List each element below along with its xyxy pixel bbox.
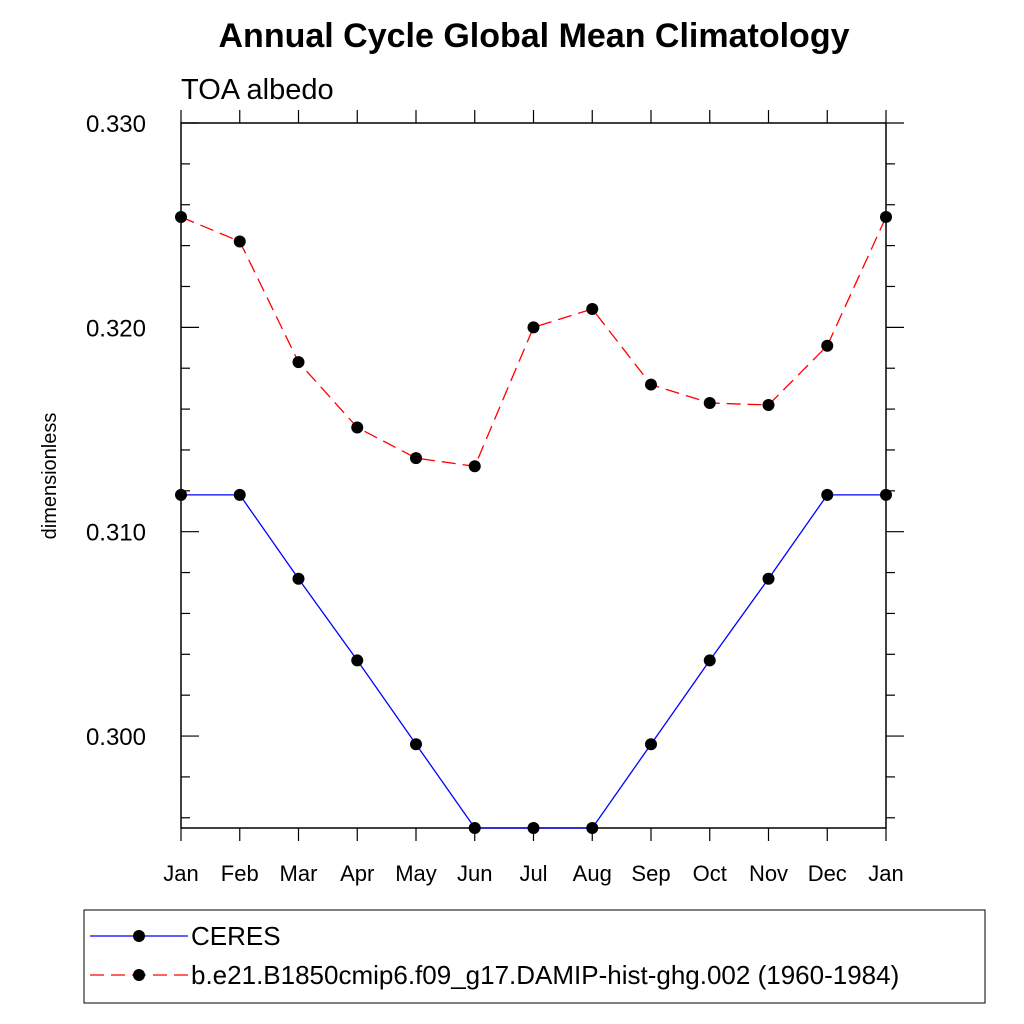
y-tick-label: 0.300 <box>86 724 146 751</box>
x-tick-label: May <box>395 861 437 886</box>
legend: CERES b.e21.B1850cmip6.f09_g17.DAMIP-hist… <box>83 909 986 1004</box>
x-tick-label: Oct <box>693 861 727 886</box>
series-2-point <box>351 421 364 434</box>
x-tick-label: Dec <box>808 861 847 886</box>
x-tick-label: Apr <box>340 861 374 886</box>
series-1-point <box>233 488 246 501</box>
series-2-point <box>233 235 246 248</box>
series-1-point <box>527 822 540 834</box>
series-2-point <box>527 321 540 334</box>
series-line-1 <box>181 494 886 829</box>
series-1-point <box>468 822 481 834</box>
x-tick-label: Jul <box>519 861 547 886</box>
plot-frame <box>180 122 887 829</box>
chart-title: Annual Cycle Global Mean Climatology <box>219 17 850 55</box>
series-1-point <box>703 654 716 667</box>
series-2-point <box>586 302 599 315</box>
series-2-point <box>880 211 892 223</box>
x-axis-ticks: Jan Feb Mar Apr May Jun Jul Aug Sep Oct Nov Dec Jan <box>163 110 904 886</box>
series-1-point <box>292 572 305 585</box>
chart-subtitle: TOA albedo <box>181 74 334 106</box>
series-2-point <box>292 356 305 369</box>
x-tick-label: Jun <box>457 861 492 886</box>
legend-marker-2 <box>133 969 145 981</box>
series-2-point <box>645 378 657 391</box>
y-tick-label: 0.310 <box>86 520 146 547</box>
x-tick-label: Feb <box>221 861 259 886</box>
series-1-point <box>880 488 892 501</box>
legend-entries: CERES b.e21.B1850cmip6.f09_g17.DAMIP-hist… <box>90 921 899 990</box>
y-tick-label: 0.330 <box>86 111 146 138</box>
series-2-point <box>410 452 422 465</box>
series-2-point <box>175 211 187 223</box>
x-tick-label: Mar <box>280 861 318 886</box>
y-axis-label: dimensionless <box>39 413 61 540</box>
legend-marker-1 <box>133 930 145 942</box>
series-2-point <box>468 460 481 473</box>
legend-label-2: b.e21.B1850cmip6.f09_g17.DAMIP-hist-ghg.… <box>191 960 899 990</box>
x-tick-label: Aug <box>573 861 612 886</box>
legend-box <box>83 909 986 1004</box>
series-1-point <box>645 738 657 751</box>
series-1-point <box>175 488 187 501</box>
x-tick-label: Jan <box>868 861 903 886</box>
y-tick-label: 0.320 <box>86 315 146 342</box>
series-2-point <box>821 339 834 352</box>
legend-label-1: CERES <box>191 921 281 951</box>
x-tick-label: Jan <box>163 861 198 886</box>
series-2-point <box>762 399 775 411</box>
series-2-point <box>703 396 716 409</box>
series-1-point <box>821 488 834 501</box>
series-1-point <box>410 738 422 751</box>
x-tick-label: Sep <box>631 861 670 886</box>
x-tick-label: Nov <box>749 861 788 886</box>
y-axis-ticks: 0.300 0.310 0.320 0.330 <box>86 111 904 819</box>
series-line-2 <box>180 216 887 468</box>
series-1-point <box>762 572 775 585</box>
series-layer <box>175 211 892 834</box>
series-1-point <box>586 822 599 834</box>
series-1-point <box>351 654 364 667</box>
